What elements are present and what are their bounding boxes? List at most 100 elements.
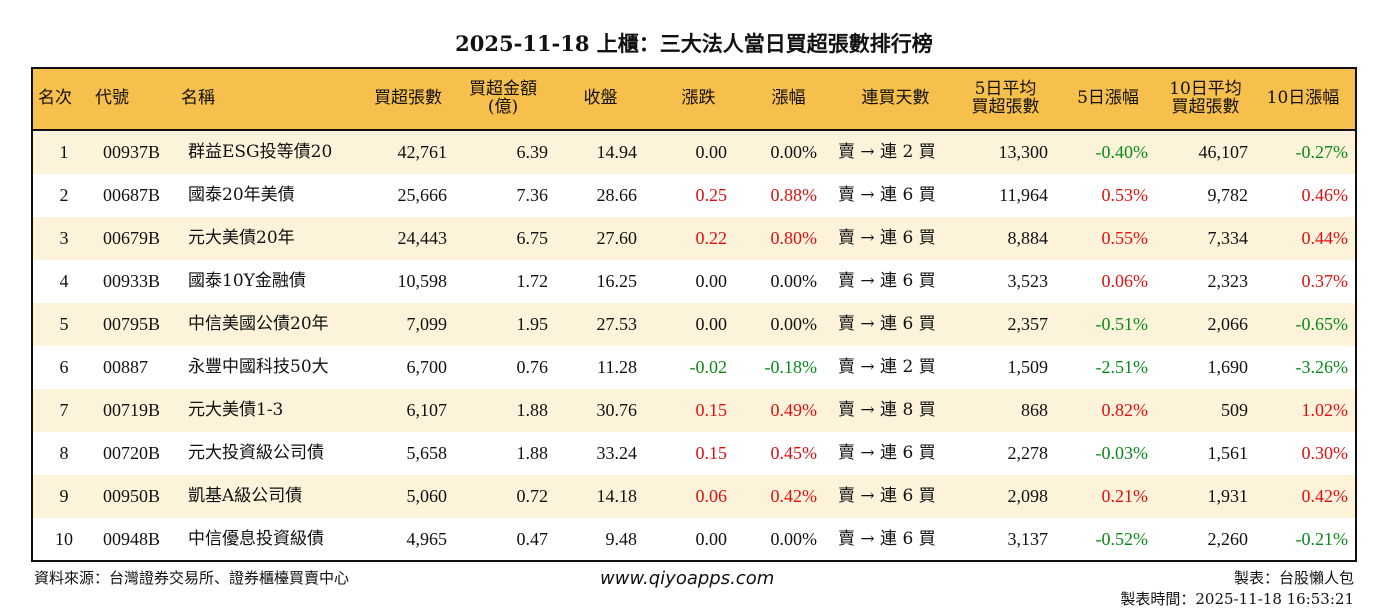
data-source: 資料來源：台灣證券交易所、證券櫃檯買賣中心 — [34, 569, 350, 587]
cell-rank: 9 — [59, 486, 69, 507]
cell-net-buy-amount: 1.95 — [516, 314, 549, 335]
website-link[interactable]: www.qiyoapps.com — [600, 568, 775, 589]
cell-change: 0.06 — [695, 486, 728, 507]
cell-buy-streak: 賣 → 連 6 買 — [838, 184, 936, 205]
cell-name: 國泰10Y金融債 — [188, 270, 306, 291]
maker: 製表：台股懶人包 — [1233, 569, 1354, 587]
header-pct-10d: 10日漲幅 — [1258, 69, 1348, 129]
table-row[interactable]: 10 00948B 中信優息投資級債 4,965 0.47 9.48 0.00 0.00% 賣 … — [33, 518, 1355, 561]
cell-change: 0.00 — [695, 529, 728, 550]
cell-code: 00948B — [103, 529, 161, 550]
header-label: 5日漲幅 — [1077, 88, 1139, 109]
cell-rank: 5 — [59, 314, 69, 335]
cell-net-buy-amount: 0.47 — [516, 529, 549, 550]
cell-code: 00719B — [103, 400, 161, 421]
cell-change-pct: 0.80% — [770, 228, 818, 249]
cell-buy-streak: 賣 → 連 8 買 — [838, 399, 936, 420]
cell-close: 16.25 — [596, 271, 638, 292]
header-close: 收盤 — [553, 69, 648, 129]
header-label: 連買天數 — [861, 88, 930, 109]
header-label: 買超張數 — [971, 97, 1040, 117]
cell-buy-streak: 賣 → 連 6 買 — [838, 313, 936, 334]
header-change: 漲跌 — [661, 69, 736, 129]
cell-buy-streak: 賣 → 連 6 買 — [838, 528, 936, 549]
cell-pct-10d: -3.26% — [1295, 357, 1349, 378]
table-row[interactable]: 4 00933B 國泰10Y金融債 10,598 1.72 16.25 0.00 0.00% 賣… — [33, 260, 1355, 303]
cell-name: 群益ESG投等債20 — [188, 141, 333, 162]
cell-pct-10d: 0.30% — [1301, 443, 1349, 464]
cell-pct-5d: -0.40% — [1095, 142, 1149, 163]
cell-rank: 1 — [59, 142, 69, 163]
header-avg10-net-buy: 10日平均 買超張數 — [1158, 69, 1253, 129]
cell-name: 中信美國公債20年 — [188, 313, 329, 334]
header-buy-streak: 連買天數 — [838, 69, 953, 129]
cell-net-buy-amount: 0.76 — [516, 357, 549, 378]
cell-net-buy-lots: 6,107 — [406, 400, 448, 421]
cell-close: 14.18 — [596, 486, 638, 507]
cell-change-pct: 0.00% — [770, 529, 818, 550]
cell-avg5-net-buy: 2,098 — [1007, 486, 1049, 507]
cell-avg5-net-buy: 13,300 — [998, 142, 1049, 163]
cell-buy-streak: 賣 → 連 2 買 — [838, 356, 936, 377]
header-net-buy-lots: 買超張數 — [363, 69, 453, 129]
cell-pct-10d: -0.65% — [1295, 314, 1349, 335]
cell-avg10-net-buy: 509 — [1221, 400, 1248, 421]
cell-code: 00795B — [103, 314, 161, 335]
cell-pct-10d: 1.02% — [1301, 400, 1349, 421]
header-label: 名次 — [38, 88, 72, 109]
header-pct-5d: 5日漲幅 — [1063, 69, 1153, 129]
cell-pct-5d: 0.06% — [1101, 271, 1149, 292]
header-code: 代號 — [95, 69, 145, 129]
header-label: 漲幅 — [771, 88, 806, 109]
table-row[interactable]: 9 00950B 凱基A級公司債 5,060 0.72 14.18 0.06 0.42% 賣 →… — [33, 475, 1355, 518]
cell-code: 00720B — [103, 443, 161, 464]
cell-avg5-net-buy: 2,278 — [1007, 443, 1049, 464]
cell-name: 元大美債20年 — [188, 227, 295, 248]
cell-net-buy-lots: 4,965 — [406, 529, 448, 550]
table-body: 1 00937B 群益ESG投等債20 42,761 6.39 14.94 0.00 0.00… — [33, 131, 1355, 561]
cell-avg5-net-buy: 3,137 — [1007, 529, 1049, 550]
cell-rank: 8 — [59, 443, 69, 464]
cell-net-buy-amount: 7.36 — [516, 185, 549, 206]
table-row[interactable]: 7 00719B 元大美債1-3 6,107 1.88 30.76 0.15 0.49% 賣 →… — [33, 389, 1355, 432]
cell-buy-streak: 賣 → 連 6 買 — [838, 442, 936, 463]
cell-avg10-net-buy: 46,107 — [1198, 142, 1249, 163]
table-row[interactable]: 1 00937B 群益ESG投等債20 42,761 6.39 14.94 0.00 0.00… — [33, 131, 1355, 174]
cell-avg10-net-buy: 1,561 — [1207, 443, 1249, 464]
cell-avg10-net-buy: 1,690 — [1207, 357, 1249, 378]
cell-pct-10d: 0.37% — [1301, 271, 1349, 292]
table-row[interactable]: 6 00887 永豐中國科技50大 6,700 0.76 11.28 -0.02 -0.18%… — [33, 346, 1355, 389]
cell-code: 00679B — [103, 228, 161, 249]
cell-buy-streak: 賣 → 連 6 買 — [838, 485, 936, 506]
cell-change: 0.22 — [695, 228, 728, 249]
cell-buy-streak: 賣 → 連 2 買 — [838, 141, 936, 162]
cell-change: 0.00 — [695, 314, 728, 335]
cell-pct-10d: 0.42% — [1301, 486, 1349, 507]
cell-change-pct: 0.45% — [770, 443, 818, 464]
cell-avg10-net-buy: 2,323 — [1207, 271, 1249, 292]
cell-close: 33.24 — [596, 443, 638, 464]
table-row[interactable]: 3 00679B 元大美債20年 24,443 6.75 27.60 0.22 0.80% 賣 … — [33, 217, 1355, 260]
cell-avg10-net-buy: 9,782 — [1207, 185, 1249, 206]
table-row[interactable]: 8 00720B 元大投資級公司債 5,658 1.88 33.24 0.15 0.45% 賣 … — [33, 432, 1355, 475]
cell-name: 凱基A級公司債 — [188, 485, 303, 506]
cell-close: 14.94 — [596, 142, 638, 163]
cell-code: 00950B — [103, 486, 161, 507]
cell-close: 9.48 — [605, 529, 638, 550]
header-label: 買超張數 — [1171, 97, 1240, 117]
cell-buy-streak: 賣 → 連 6 買 — [838, 270, 936, 291]
cell-change-pct: 0.49% — [770, 400, 818, 421]
cell-change: 0.00 — [695, 271, 728, 292]
cell-net-buy-amount: 6.75 — [516, 228, 549, 249]
table-header: 名次 代號 名稱 買超張數 買超金額 (億) 收盤 漲跌 漲幅 連買天數 5日平均 買超張數 5日漲幅 1… — [33, 69, 1355, 131]
header-label: 買超張數 — [374, 88, 442, 109]
cell-avg5-net-buy: 868 — [1021, 400, 1048, 421]
cell-net-buy-lots: 6,700 — [406, 357, 448, 378]
header-label: 漲跌 — [681, 88, 716, 109]
table-row[interactable]: 5 00795B 中信美國公債20年 7,099 1.95 27.53 0.00 0.00% 賣… — [33, 303, 1355, 346]
header-label: 5日平均 — [974, 79, 1037, 100]
table-row[interactable]: 2 00687B 國泰20年美債 25,666 7.36 28.66 0.25 0.88% 賣 … — [33, 174, 1355, 217]
cell-rank: 7 — [59, 400, 69, 421]
cell-avg5-net-buy: 11,964 — [999, 185, 1048, 206]
cell-pct-5d: 0.21% — [1101, 486, 1149, 507]
